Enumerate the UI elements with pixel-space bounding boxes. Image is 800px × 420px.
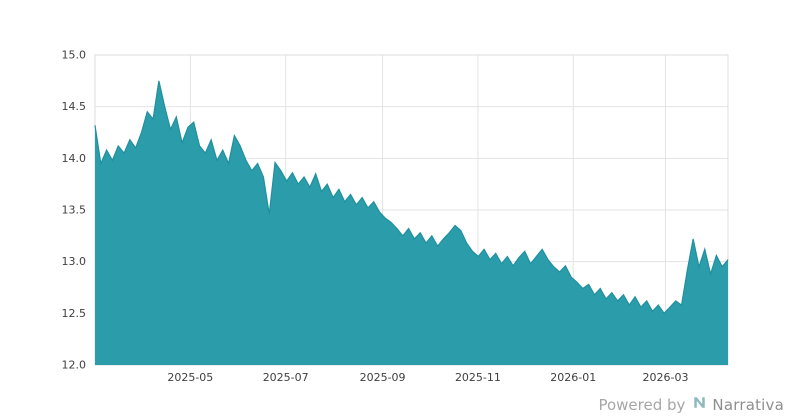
x-tick-label: 2025-11 [455, 371, 501, 384]
y-tick-label: 13.0 [62, 255, 87, 268]
x-tick-label: 2025-05 [167, 371, 213, 384]
x-tick-label: 2025-09 [360, 371, 406, 384]
x-tick-label: 2026-03 [642, 371, 688, 384]
y-tick-label: 14.0 [62, 152, 87, 165]
series-line [94, 80, 729, 315]
y-tick-label: 13.5 [62, 204, 87, 217]
powered-by-label: Powered by [598, 395, 686, 414]
y-tick-label: 12.5 [62, 307, 87, 320]
area-series [95, 80, 728, 365]
footer-attribution: Powered by Narrativa [598, 395, 784, 414]
x-tick-label: 2026-01 [550, 371, 596, 384]
y-tick-label: 15.0 [62, 49, 87, 62]
brand-name: Narrativa [712, 395, 784, 414]
x-tick-label: 2025-07 [263, 371, 309, 384]
y-tick-label: 12.0 [62, 359, 87, 372]
narrativa-logo-icon [692, 395, 707, 414]
y-tick-label: 14.5 [62, 100, 87, 113]
